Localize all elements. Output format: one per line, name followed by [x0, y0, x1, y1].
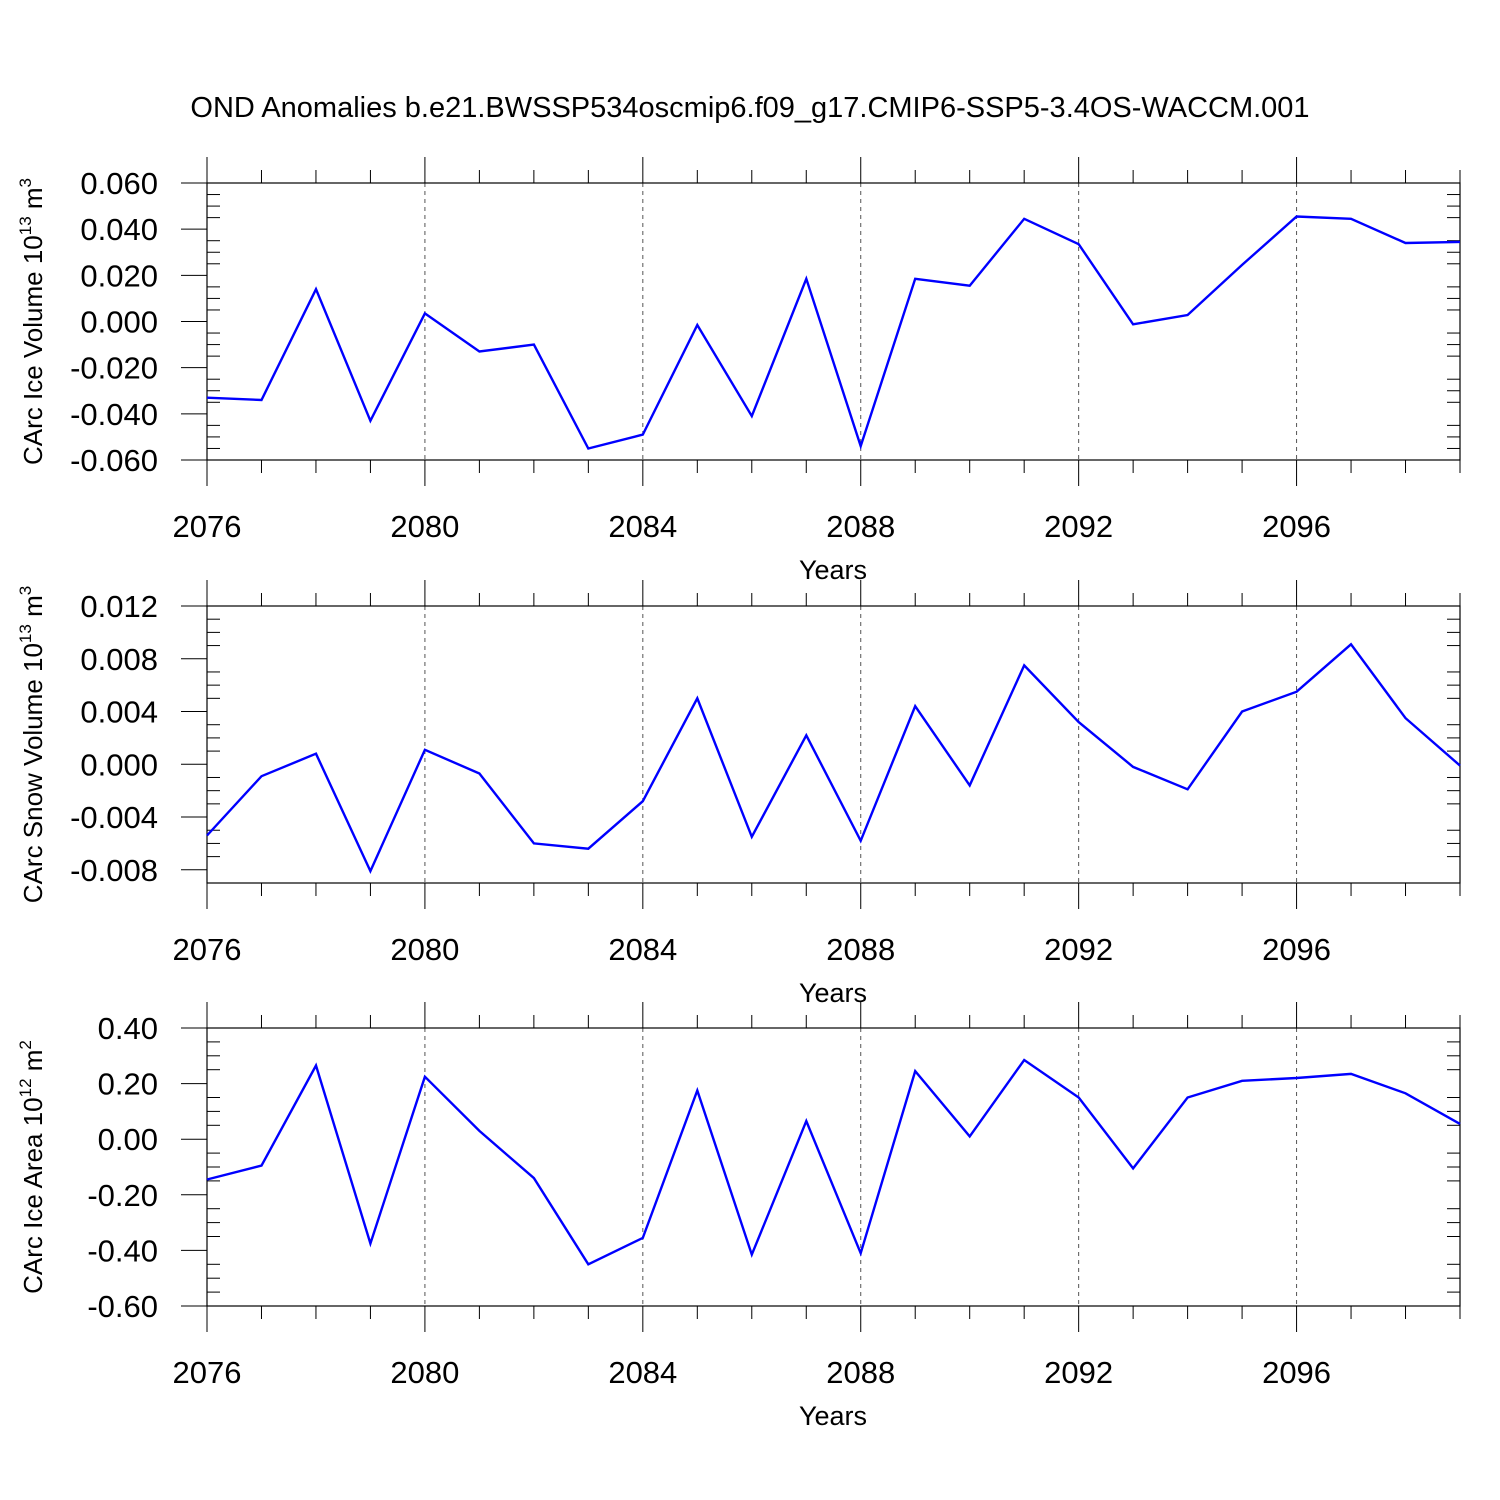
x-tick-label: 2076: [173, 509, 242, 544]
y-axis-label-part: CArc Snow Volume 10: [18, 643, 48, 903]
x-tick-label: 2088: [826, 932, 895, 967]
y-axis-label-superscript: 12: [16, 1078, 35, 1097]
y-tick-label: 0.40: [98, 1011, 158, 1046]
x-tick-label: 2076: [173, 1355, 242, 1390]
y-axis-label-superscript: 3: [16, 178, 35, 187]
x-axis-label: Years: [799, 978, 867, 1008]
x-tick-label: 2084: [608, 509, 677, 544]
x-tick-label: 2084: [608, 932, 677, 967]
plot-frame: [206, 182, 1461, 461]
x-tick-label: 2088: [826, 1355, 895, 1390]
x-tick-label: 2092: [1044, 509, 1113, 544]
x-tick-label: 2092: [1044, 932, 1113, 967]
y-tick-label: 0.040: [80, 212, 158, 247]
y-axis-label-superscript: 13: [16, 216, 35, 235]
x-tick-label: 2084: [608, 1355, 677, 1390]
y-tick-label: 0.012: [80, 589, 158, 624]
x-tick-label: 2076: [173, 932, 242, 967]
y-tick-label: 0.000: [80, 305, 158, 340]
series-line: [206, 1058, 1461, 1266]
y-axis-label: CArc Ice Volume 1013 m3: [16, 178, 48, 465]
y-axis-label-part: CArc Ice Volume 10: [18, 235, 48, 465]
y-axis-label: CArc Snow Volume 1013 m3: [16, 586, 48, 903]
x-tick-label: 2096: [1262, 932, 1331, 967]
x-tick-label: 2096: [1262, 1355, 1331, 1390]
y-tick-label: 0.000: [80, 747, 158, 782]
x-tick-label: 2080: [390, 1355, 459, 1390]
y-tick-label: -0.004: [70, 800, 158, 835]
page-title: OND Anomalies b.e21.BWSSP534oscmip6.f09_…: [190, 92, 1310, 124]
series-line: [206, 215, 1461, 450]
y-axis-label-superscript: 3: [16, 586, 35, 595]
y-tick-label: -0.60: [87, 1289, 158, 1324]
snow-volume-panel: 2076 2080 2084 2088 2092 2096 Years -0.008 -0.00…: [16, 580, 1461, 1008]
y-tick-label: 0.060: [80, 166, 158, 201]
y-tick-label: 0.00: [98, 1122, 158, 1157]
x-tick-label: 2096: [1262, 509, 1331, 544]
ice-area-panel: 2076 2080 2084 2088 2092 2096 Years -0.60 -0.40 -…: [16, 1002, 1461, 1431]
y-tick-label: 0.020: [80, 258, 158, 293]
x-tick-label: 2092: [1044, 1355, 1113, 1390]
x-tick-label: 2080: [390, 932, 459, 967]
y-axis-label-part: CArc Ice Area 10: [18, 1097, 48, 1294]
y-axis-label-part: m: [18, 1050, 48, 1079]
y-axis-label-part: m: [18, 595, 48, 624]
x-tick-label: 2080: [390, 509, 459, 544]
y-axis-label-superscript: 13: [16, 624, 35, 643]
y-tick-label: 0.008: [80, 642, 158, 677]
y-axis-label-part: m: [18, 187, 48, 216]
x-axis-label: Years: [799, 555, 867, 585]
plot-frame: [206, 605, 1461, 884]
y-tick-label: 0.004: [80, 695, 158, 730]
x-tick-label: 2088: [826, 509, 895, 544]
y-tick-label: 0.20: [98, 1067, 158, 1102]
y-axis-label: CArc Ice Area 1012 m2: [16, 1040, 48, 1294]
ice-volume-panel: 2076 2080 2084 2088 2092 2096 Years -0.060 -0.04…: [16, 157, 1461, 585]
y-tick-label: -0.020: [70, 351, 158, 386]
series-line: [206, 642, 1461, 874]
y-tick-label: -0.008: [70, 853, 158, 888]
x-axis-label: Years: [799, 1401, 867, 1431]
y-tick-label: -0.040: [70, 397, 158, 432]
y-axis-label-superscript: 2: [16, 1040, 35, 1049]
y-tick-label: -0.060: [70, 443, 158, 478]
y-tick-label: -0.20: [87, 1178, 158, 1213]
y-tick-label: -0.40: [87, 1233, 158, 1268]
